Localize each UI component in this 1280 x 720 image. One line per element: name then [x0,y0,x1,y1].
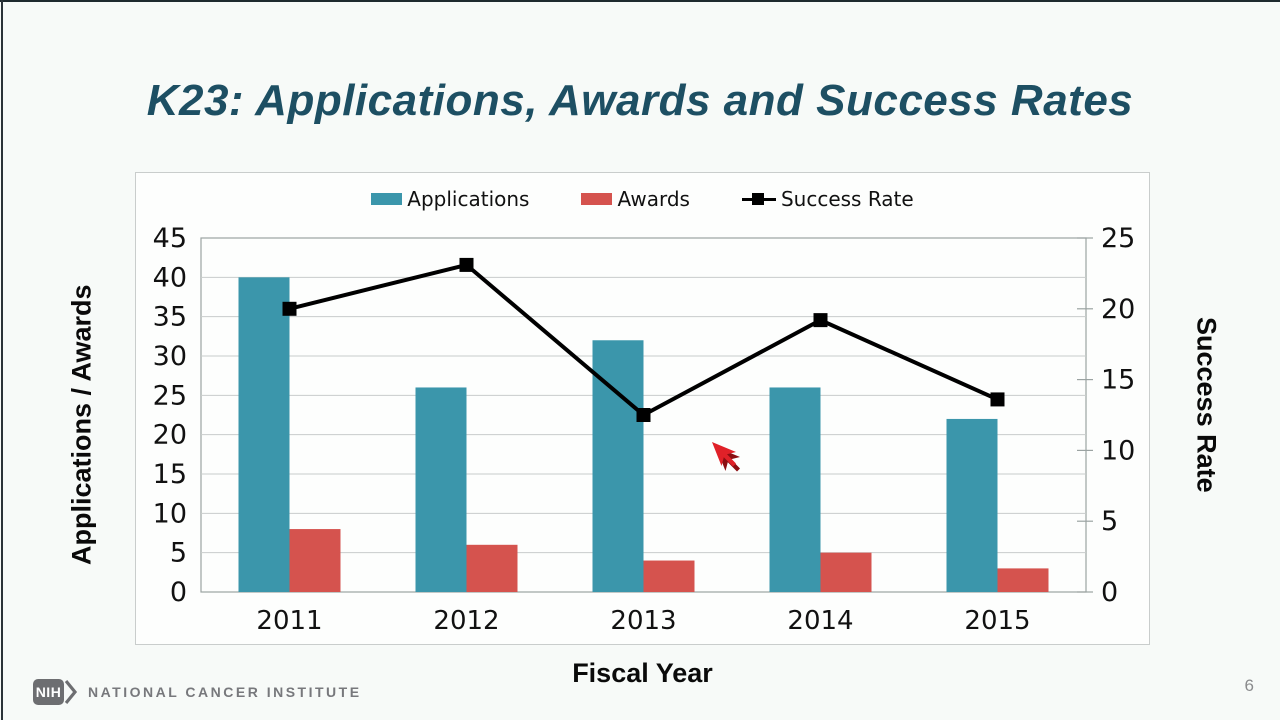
bar-awards-2013 [643,560,695,592]
right-tick-label-15: 15 [1101,365,1135,396]
right-axis-title: Success Rate [1191,317,1222,493]
legend-label-applications: Applications [407,187,530,211]
bar-applications-2013 [592,340,644,592]
x-tick-label-2012: 2012 [433,606,499,636]
mouse-cursor-red-arrow-icon [712,442,740,472]
left-tick-label-5: 5 [170,538,187,569]
left-tick-label-25: 25 [153,380,187,411]
success-rate-marker-2014 [813,313,828,328]
left-tick-label-30: 30 [153,341,187,372]
bar-applications-2012 [415,387,467,592]
bar-awards-2012 [466,544,518,592]
left-tick-label-0: 0 [170,577,187,608]
screen-top-edge [0,0,1280,2]
bar-applications-2015 [946,418,998,592]
slide-title: K23: Applications, Awards and Success Ra… [146,76,1134,125]
right-tick-label-25: 25 [1101,223,1135,254]
left-tick-label-10: 10 [153,498,187,529]
institute-name: NATIONAL CANCER INSTITUTE [88,683,362,700]
right-tick-label-10: 10 [1101,435,1135,466]
left-tick-label-40: 40 [153,262,187,293]
success-rate-marker-2015 [990,392,1005,407]
nih-chevron-icon [65,679,78,704]
left-axis-title: Applications / Awards [66,284,97,566]
x-tick-label-2015: 2015 [964,606,1030,636]
bar-applications-2011 [238,277,290,592]
x-tick-label-2014: 2014 [787,606,853,636]
right-tick-label-0: 0 [1101,577,1118,608]
left-tick-label-35: 35 [153,302,187,333]
x-axis-title: Fiscal Year [572,658,713,688]
left-tick-label-15: 15 [153,459,187,490]
bar-awards-2011 [289,529,341,592]
screen-left-edge [1,0,3,720]
nih-logo-mark: NIH [33,678,64,705]
x-tick-label-2013: 2013 [610,606,676,636]
left-tick-label-20: 20 [153,420,187,451]
legend-label-awards: Awards [617,187,690,211]
legend-item-awards: Awards [581,187,690,211]
nci-logo: NIH NATIONAL CANCER INSTITUTE [33,678,362,705]
x-tick-label-2011: 2011 [256,606,322,636]
awards-swatch-icon [581,193,613,205]
success-rate-marker-2013 [636,408,651,422]
bar-awards-2015 [997,568,1049,592]
bar-awards-2014 [820,552,872,592]
legend-item-applications: Applications [371,187,529,211]
right-tick-label-5: 5 [1101,506,1118,537]
left-tick-label-45: 45 [153,223,187,254]
chart-legend: Applications Awards Success Rate [136,187,1149,211]
applications-swatch-icon [371,193,403,205]
success-rate-marker-2011 [282,301,297,316]
success-rate-line-marker-icon [741,192,776,206]
plot-area: 0 5 10 15 20 25 30 35 40 45 0 5 10 15 20 25 2011 2012 2013… [153,223,1136,636]
legend-label-success-rate: Success Rate [780,187,914,211]
slide-page-number: 6 [1244,676,1254,695]
legend-item-success-rate: Success Rate [741,187,914,211]
bar-applications-2014 [769,387,821,592]
right-tick-label-20: 20 [1101,294,1135,325]
chart-card: Applications Awards Success Rate 0 5 10 15 2… [135,172,1150,645]
success-rate-marker-2012 [459,257,474,272]
